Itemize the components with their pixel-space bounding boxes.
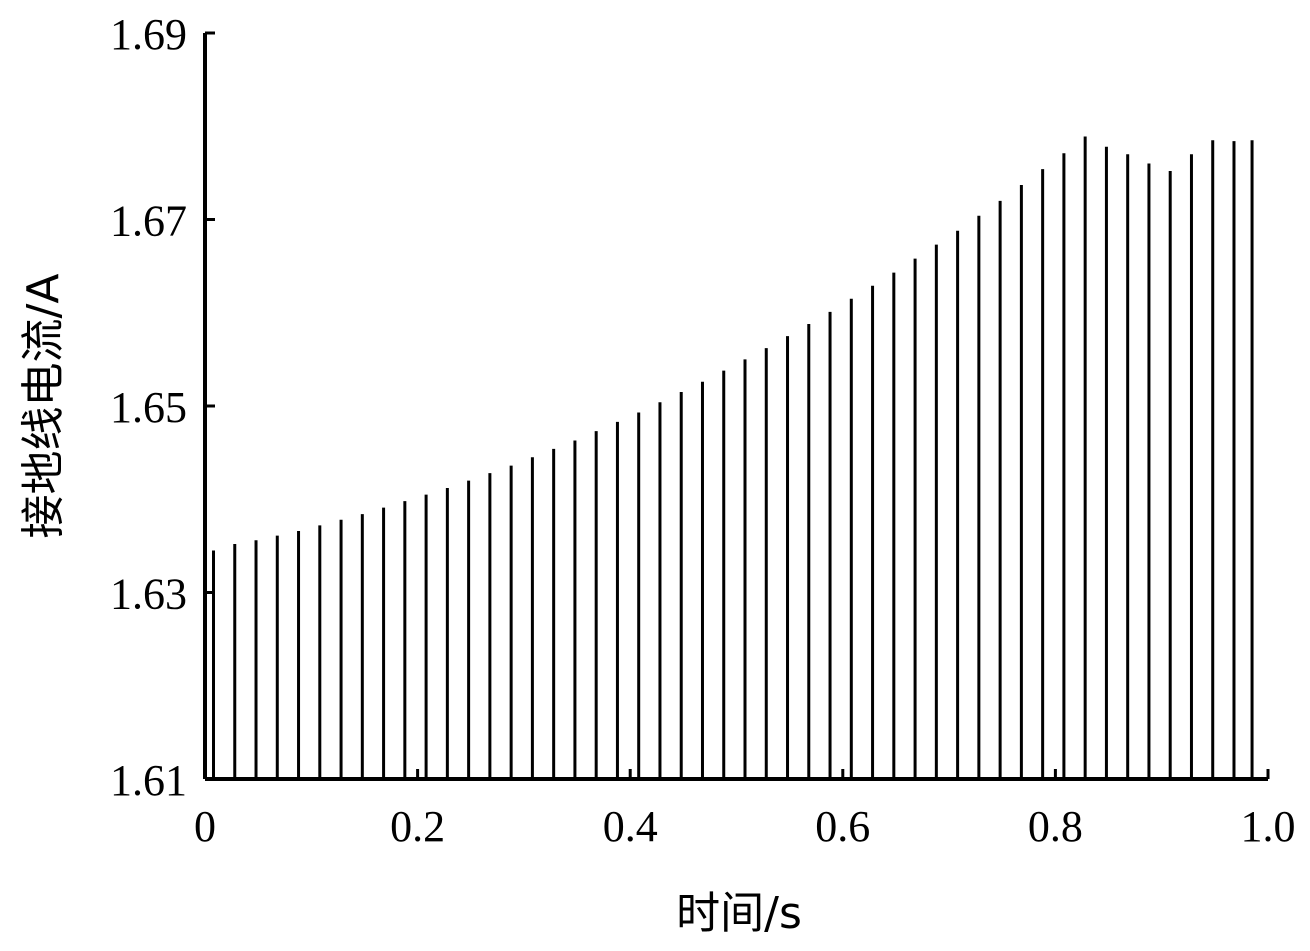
x-tick-label: 0.6 — [815, 802, 870, 851]
y-tick-label: 1.63 — [110, 570, 187, 619]
ticks: 0 0.2 0.4 0.6 0.8 1.0 1.61 1.63 1.65 1.67 1.69 — [110, 10, 1296, 851]
y-tick-label: 1.67 — [110, 197, 187, 246]
plot-area — [212, 136, 1254, 779]
y-tick-label: 1.61 — [110, 756, 187, 805]
axes — [203, 33, 1268, 781]
y-tick-label: 1.69 — [110, 10, 187, 59]
x-tick-label: 0 — [194, 802, 216, 851]
x-tick-label: 0.2 — [390, 802, 445, 851]
y-tick-label: 1.65 — [110, 383, 187, 432]
x-axis-label: 时间/s — [676, 888, 802, 939]
x-tick-label: 0.4 — [603, 802, 658, 851]
y-axis-label: 接地线电流/A — [18, 274, 69, 539]
x-tick-label: 0.8 — [1028, 802, 1083, 851]
x-tick-label: 1.0 — [1241, 802, 1296, 851]
